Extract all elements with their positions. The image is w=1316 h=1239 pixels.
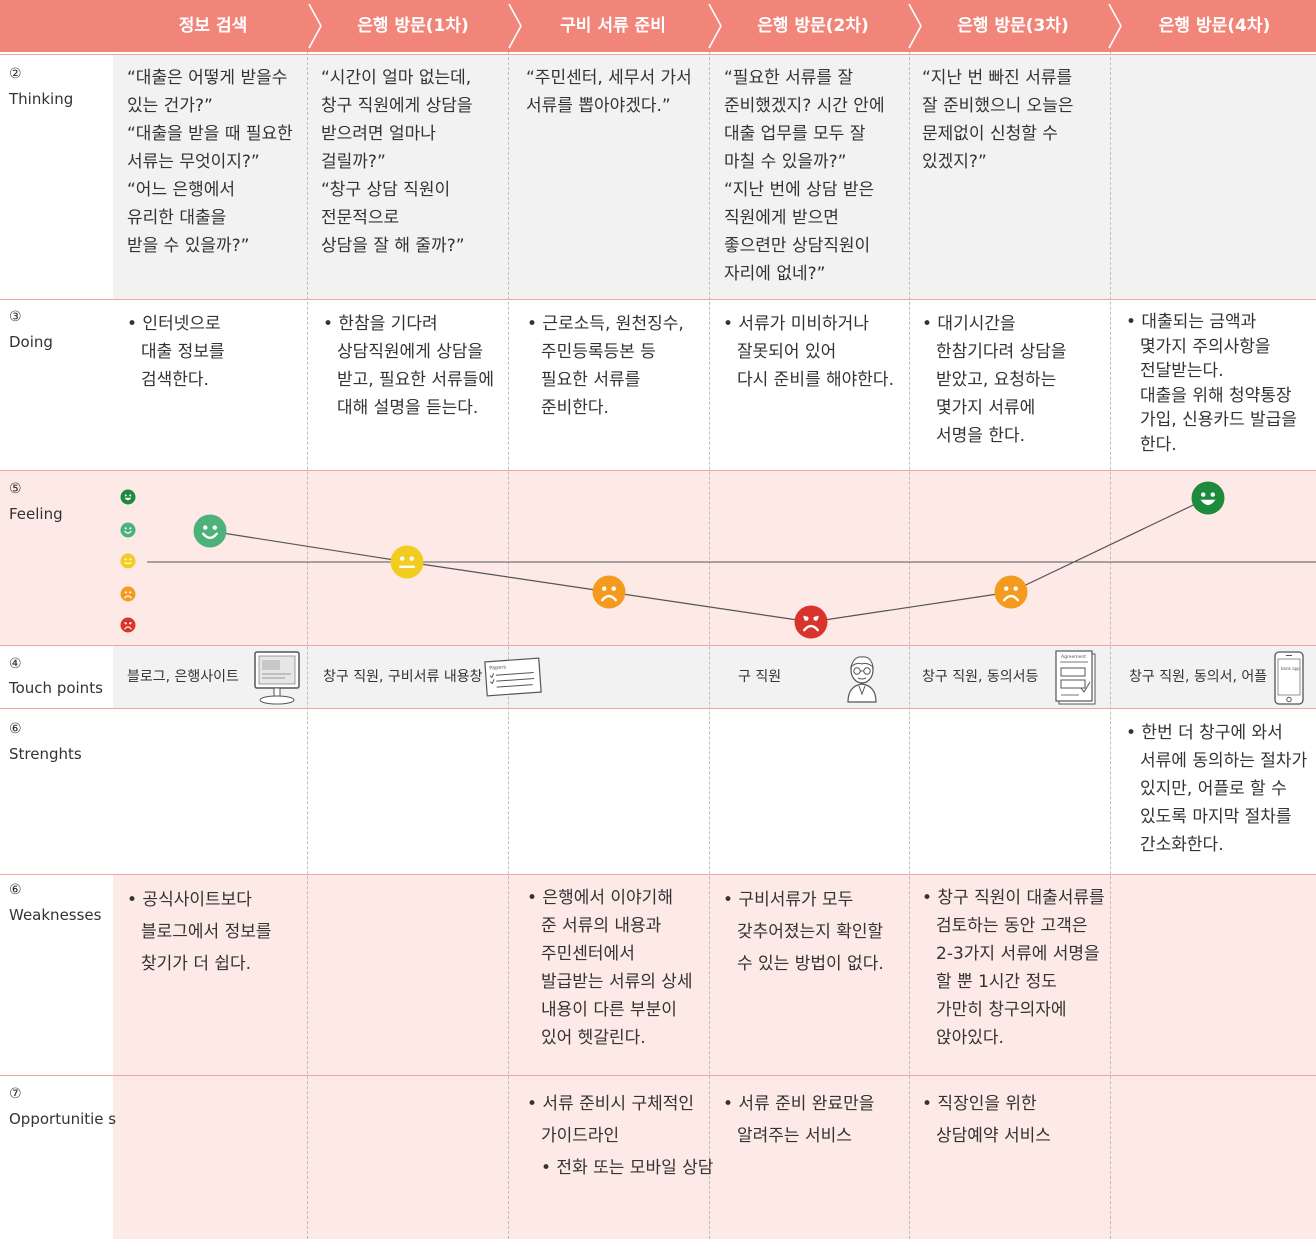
- very-happy-icon: [120, 489, 136, 505]
- row-divider: [0, 54, 1316, 55]
- weaknesses-cell: • 창구 직원이 대출서류를 검토하는 동안 고객은 2-3가지 서류에 서명을…: [922, 888, 1105, 1048]
- chevron-right-icon: [508, 3, 522, 49]
- row-divider: [0, 1075, 1316, 1076]
- sad-face-icon: [994, 575, 1028, 609]
- thinking-cell: “지난 번 빠진 서류를 잘 준비했으니 오늘은 문제없이 신청할 수 있겠지?…: [922, 68, 1074, 172]
- stage-4-label: 은행 방문(2차): [757, 16, 869, 36]
- bank-clerk-icon: [847, 656, 877, 703]
- doing-cell: • 서류가 미비하거나 잘못되어 있어 다시 준비를 해야한다.: [723, 314, 894, 390]
- stage-5-label: 은행 방문(3차): [957, 16, 1069, 36]
- opportunities-cell: • 서류 준비 완료만을 알려주는 서비스: [723, 1094, 875, 1146]
- thinking-band: [0, 55, 1316, 299]
- weaknesses-row-number: ⑥: [9, 882, 22, 898]
- chevron-right-icon: [308, 3, 322, 49]
- touch-points-row-label: Touch points: [9, 679, 103, 697]
- weaknesses-cell: • 은행에서 이야기해 준 서류의 내용과 주민센터에서 발급받는 서류의 상세…: [527, 888, 693, 1048]
- monitor-icon: [254, 651, 300, 705]
- doing-cell: • 한참을 기다려 상담직원에게 상담을 받고, 필요한 서류들에 대해 설명을…: [323, 314, 494, 418]
- row-divider: [0, 299, 1316, 300]
- column-divider: [709, 52, 710, 1239]
- chevron-right-icon: [908, 3, 922, 49]
- chevron-right-icon: [708, 3, 722, 49]
- feeling-row-number: ⑤: [9, 481, 22, 497]
- weaknesses-cell: • 공식사이트보다 블로그에서 정보를 찾기가 더 쉽다.: [127, 890, 272, 974]
- sad-face-icon: [592, 575, 626, 609]
- touch-point-text: 창구 직원, 구비서류 내용창: [323, 669, 483, 685]
- opportunities-row-number: ⑦: [9, 1086, 22, 1102]
- touch-point-text: 블로그, 은행사이트: [127, 669, 239, 685]
- thinking-cell: “시간이 얼마 없는데, 창구 직원에게 상담을 받으려면 얼마나 걸릴까?” …: [321, 68, 473, 256]
- label-column-bg: [0, 55, 113, 299]
- chevron-right-icon: [1108, 3, 1122, 49]
- column-divider: [508, 52, 509, 1239]
- happy-face-icon: [193, 514, 227, 548]
- thinking-cell: “필요한 서류를 잘 준비했겠지? 시간 안에 대출 업무를 모두 잘 마칠 수…: [724, 68, 885, 284]
- emotion-line: [209, 497, 1209, 623]
- touch-point-text: 창구 직원, 동의서등: [922, 669, 1039, 685]
- touch-points-band: [0, 646, 1316, 708]
- thinking-row-label: Thinking: [9, 90, 74, 108]
- row-divider: [0, 470, 1316, 471]
- touch-point-text: 구 직원: [738, 669, 782, 685]
- doing-band: [0, 300, 1316, 470]
- very-sad-face-icon: [794, 605, 828, 639]
- strengths-row-number: ⑥: [9, 721, 22, 737]
- column-divider: [307, 52, 308, 1239]
- row-divider: [0, 645, 1316, 646]
- thinking-cell: “주민센터, 세무서 가서 서류를 뽑아야겠다.”: [526, 68, 692, 116]
- doing-cell: • 근로소득, 원천징수, 주민등록등본 등 필요한 서류를 준비한다.: [527, 314, 684, 418]
- label-column-bg: [0, 875, 113, 1075]
- stage-3-label: 구비 서류 준비: [560, 16, 666, 36]
- column-divider: [1110, 52, 1111, 1239]
- weaknesses-cell: • 구비서류가 모두 갖추어졌는지 확인할 수 있는 방법이 없다.: [723, 890, 884, 974]
- agreement-form-icon: Agreement: [1055, 650, 1096, 705]
- feeling-row-label: Feeling: [9, 505, 63, 523]
- doing-cell: • 대기시간을 한참기다려 상담을 받았고, 요청하는 몇가지 서류에 서명을 …: [922, 314, 1067, 446]
- opportunities-cell: • 서류 준비시 구체적인 가이드라인 • 전화 또는 모바일 상담: [527, 1094, 714, 1178]
- feeling-band: [0, 471, 1316, 645]
- strengths-band: [0, 709, 1316, 874]
- label-column-bg: [0, 471, 113, 645]
- doing-cell: • 대출되는 금액과 몇가지 주의사항을 전달받는다. 대출을 위해 청약통장 …: [1126, 312, 1297, 455]
- bank-app-caption: bank app: [1281, 666, 1300, 671]
- weaknesses-row-label: Weaknesses: [9, 906, 102, 924]
- label-column-bg: [0, 646, 113, 708]
- strengths-cell: • 한번 더 창구에 와서 서류에 동의하는 절차가 있지만, 어플로 할 수 …: [1126, 723, 1308, 855]
- paper-document-icon: Papers: [484, 657, 542, 697]
- row-divider: [0, 874, 1316, 875]
- thinking-row-number: ②: [9, 66, 22, 82]
- column-divider: [909, 52, 910, 1239]
- doing-row-label: Doing: [9, 333, 53, 351]
- smartphone-icon: bank app: [1274, 651, 1304, 705]
- row-divider: [0, 708, 1316, 709]
- strengths-row-label: Strenghts: [9, 745, 82, 763]
- agreement-caption: Agreement: [1061, 654, 1086, 660]
- sad-icon: [120, 586, 136, 602]
- stage-1-label: 정보 검색: [178, 16, 248, 36]
- neutral-face-icon: [390, 545, 424, 579]
- happy-icon: [120, 522, 136, 538]
- neutral-icon: [120, 553, 136, 569]
- very-happy-face-icon: [1191, 481, 1225, 515]
- thinking-cell: “대출은 어떻게 받을수 있는 건가?” “대출을 받을 때 필요한 서류는 무…: [127, 68, 293, 256]
- very-sad-icon: [120, 617, 136, 633]
- opportunities-row-label: Opportunitie s: [9, 1110, 117, 1128]
- papers-caption: Papers: [489, 664, 507, 671]
- doing-row-number: ③: [9, 309, 22, 325]
- opportunities-band: [0, 1076, 1316, 1239]
- stage-6-label: 은행 방문(4차): [1158, 16, 1271, 36]
- doing-cell: • 인터넷으로 대출 정보를 검색한다.: [127, 314, 225, 390]
- stage-header: [0, 0, 1316, 52]
- touch-point-text: 창구 직원, 동의서, 어플: [1129, 669, 1268, 685]
- touch-points-row-number: ④: [9, 656, 22, 672]
- opportunities-cell: • 직장인을 위한 상담예약 서비스: [922, 1094, 1051, 1146]
- label-column-bg: [0, 1076, 113, 1239]
- weaknesses-band: [0, 875, 1316, 1075]
- stage-2-label: 은행 방문(1차): [357, 16, 469, 36]
